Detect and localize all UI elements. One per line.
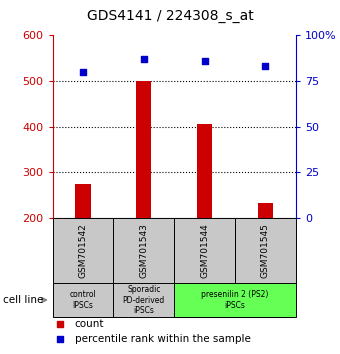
Bar bbox=[75, 183, 91, 218]
Text: count: count bbox=[74, 319, 104, 329]
Text: cell line: cell line bbox=[3, 295, 44, 305]
Text: GSM701542: GSM701542 bbox=[79, 223, 88, 278]
Text: GSM701545: GSM701545 bbox=[261, 223, 270, 278]
Text: Sporadic
PD-derived
iPSCs: Sporadic PD-derived iPSCs bbox=[123, 285, 165, 315]
Bar bbox=[136, 81, 151, 218]
Text: control
IPSCs: control IPSCs bbox=[70, 290, 97, 310]
Bar bbox=[114, 218, 174, 283]
Point bbox=[263, 64, 268, 69]
Text: GSM701544: GSM701544 bbox=[200, 223, 209, 278]
Bar bbox=[258, 203, 273, 218]
Bar bbox=[174, 218, 235, 283]
Bar bbox=[235, 218, 296, 283]
Point bbox=[141, 56, 147, 62]
Text: percentile rank within the sample: percentile rank within the sample bbox=[74, 335, 251, 344]
Point bbox=[80, 69, 86, 75]
Bar bbox=[53, 218, 114, 283]
Bar bbox=[114, 283, 174, 317]
Point bbox=[57, 337, 63, 342]
Text: presenilin 2 (PS2)
iPSCs: presenilin 2 (PS2) iPSCs bbox=[201, 290, 269, 310]
Point bbox=[57, 321, 63, 327]
Text: GSM701543: GSM701543 bbox=[139, 223, 148, 278]
Text: GDS4141 / 224308_s_at: GDS4141 / 224308_s_at bbox=[87, 9, 253, 23]
Point bbox=[202, 58, 207, 64]
Bar bbox=[53, 283, 114, 317]
Bar bbox=[197, 124, 212, 218]
Bar bbox=[174, 283, 296, 317]
